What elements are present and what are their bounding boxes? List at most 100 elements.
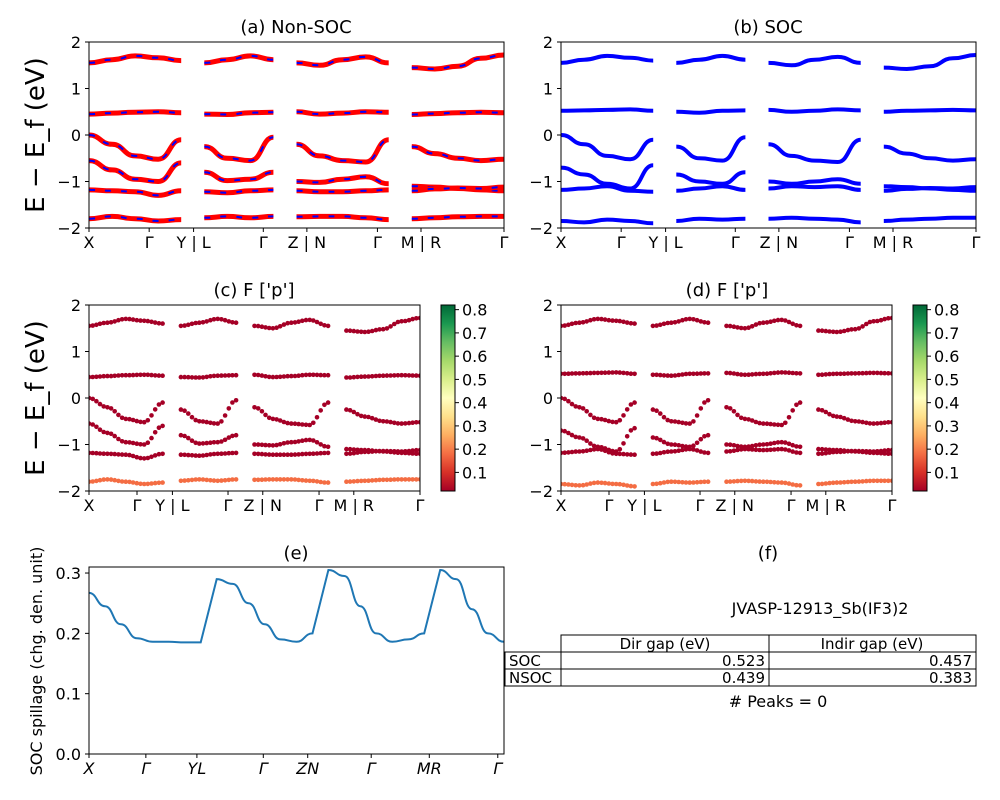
xtick-label: Γ — [493, 759, 503, 778]
band-point — [296, 319, 301, 325]
band-point — [772, 440, 777, 446]
xtick-label: Γ — [259, 233, 268, 252]
band-point — [193, 453, 198, 458]
band-point — [303, 478, 309, 483]
band-point — [307, 478, 313, 484]
band-point — [606, 481, 612, 486]
band-point — [654, 451, 659, 456]
band-point — [658, 450, 663, 456]
band-point — [871, 449, 876, 454]
ytick-label: −1 — [529, 173, 553, 192]
band-point — [116, 478, 121, 484]
band-point — [116, 452, 121, 457]
band-point — [786, 415, 792, 420]
band-point — [233, 398, 239, 403]
band-point — [749, 418, 755, 423]
band-line-soc — [883, 53, 976, 72]
band-point — [591, 317, 597, 322]
band-point — [602, 317, 608, 322]
band-point — [797, 444, 803, 450]
band-point — [380, 477, 386, 483]
band-point — [292, 452, 298, 457]
band-point — [373, 327, 379, 333]
band-point — [377, 448, 382, 454]
band-point — [790, 408, 795, 413]
band-point — [680, 480, 685, 485]
band-point — [665, 479, 670, 485]
band-point — [573, 404, 578, 409]
band-point — [259, 324, 265, 330]
band-point — [830, 329, 836, 335]
band-point — [852, 448, 858, 454]
band-point — [621, 482, 626, 488]
band-point — [152, 320, 158, 325]
band-point — [377, 418, 382, 424]
band-point — [757, 442, 762, 448]
band-point — [610, 419, 615, 425]
table-header-indir: Indir gap (eV) — [821, 635, 924, 653]
band-point — [263, 442, 268, 448]
band-point — [599, 316, 604, 322]
band-point — [277, 452, 283, 458]
ytick-label: −2 — [57, 482, 81, 501]
band-point — [193, 477, 198, 482]
band-point — [314, 479, 320, 484]
band-point — [580, 320, 586, 325]
xtick-label: Γ — [845, 233, 854, 252]
band-point — [406, 420, 412, 426]
band-point — [259, 442, 265, 448]
ytick-label: 0.2 — [56, 624, 81, 643]
colorbar-tick-label: 0.5 — [462, 370, 487, 389]
ytick-label: 0.0 — [56, 745, 81, 764]
band-point — [819, 451, 825, 456]
band-point — [628, 428, 634, 433]
band-point — [599, 370, 604, 376]
band-point — [388, 324, 393, 329]
panel-e-xticks: X Γ YL Γ ZN Γ MR Γ — [83, 754, 503, 778]
band-point — [182, 452, 187, 458]
band-point — [101, 429, 106, 435]
band-point — [277, 374, 283, 380]
band-point — [676, 372, 681, 378]
band-point — [384, 477, 390, 483]
band-point — [562, 450, 567, 456]
band-point — [827, 371, 832, 377]
band-point — [658, 480, 663, 486]
band-point — [318, 479, 324, 485]
band-point — [738, 447, 744, 452]
band-point — [362, 449, 368, 455]
ytick-label: −1 — [529, 436, 553, 455]
band-point — [108, 406, 114, 411]
band-point — [819, 481, 825, 487]
band-line-soc — [676, 108, 746, 115]
band-point — [753, 322, 759, 327]
ytick-label: −2 — [57, 219, 81, 238]
band-point — [130, 453, 136, 459]
band-point — [410, 448, 415, 453]
band-point — [403, 477, 408, 482]
band-point — [669, 449, 674, 454]
band-point — [189, 453, 195, 458]
band-point — [889, 371, 892, 376]
band-point — [624, 434, 630, 439]
band-point — [303, 451, 309, 457]
band-point — [211, 478, 217, 483]
band-point — [797, 450, 803, 456]
band-point — [145, 455, 151, 461]
band-point — [882, 448, 887, 453]
band-point — [226, 319, 232, 324]
band-point — [226, 477, 232, 483]
band-point — [311, 478, 316, 484]
band-line-soc — [883, 144, 976, 163]
band-point — [189, 375, 195, 380]
band-point — [827, 411, 832, 417]
band-point — [705, 432, 711, 438]
band-point — [834, 329, 840, 335]
band-point — [307, 422, 313, 428]
band-point — [841, 449, 847, 454]
xtick-label: Z | N — [288, 233, 327, 252]
panel-d-points — [561, 315, 892, 489]
band-point — [864, 449, 869, 454]
band-point — [867, 421, 873, 426]
band-point — [886, 371, 891, 376]
